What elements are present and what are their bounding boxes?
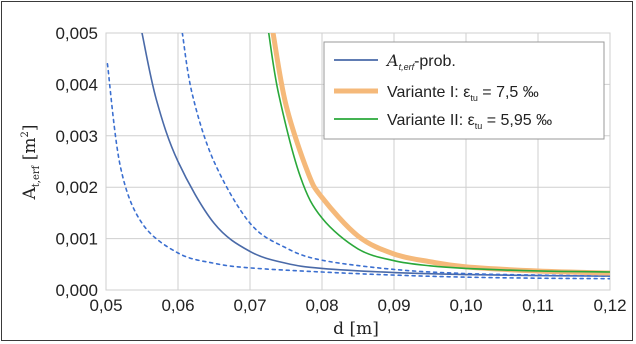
x-tick-label: 0,07 [233,296,266,315]
x-tick-label: 0,12 [593,296,626,315]
y-tick-label: 0,002 [55,178,98,197]
x-tick-labels: 0,05 0,06 0,07 0,08 0,09 0,10 0,11 0,12 [89,296,626,315]
x-tick-label: 0,05 [89,296,122,315]
y-axis-label-sub: t,erf [31,164,42,187]
y-axis-label: At,erf [m2] [20,124,42,200]
series-group [106,33,610,280]
x-axis-label: d [m] [333,319,379,339]
legend: At,erf-prob. Variante I: εtu = 7,5 ‰ Var… [323,41,605,140]
y-tick-label: 0,000 [55,281,98,300]
series-line-3 [181,33,610,277]
y-axis-label-unit: [m [20,137,40,165]
legend-entry-variante-2-prefix: Variante II: ε [387,112,475,129]
legend-entry-variante-1-sub: tu [470,93,478,103]
series-line-2 [106,63,610,280]
y-tick-label: 0,005 [55,24,98,43]
legend-entry-variante-1-prefix: Variante I: ε [387,84,470,101]
legend-entry-variante-2-sub: tu [475,121,483,131]
legend-entry-prob: At,erf-prob. [385,51,456,72]
x-tick-label: 0,08 [305,296,338,315]
y-axis-label-symbol: A [20,187,40,201]
series-line-5 [267,33,610,273]
x-tick-label: 0,10 [449,296,482,315]
y-tick-label: 0,004 [55,75,98,94]
x-tick-label: 0,11 [522,296,554,315]
y-axis-label-sup: 2 [20,131,31,137]
legend-entry-variante-1: Variante I: εtu = 7,5 ‰ [387,84,539,103]
y-tick-label: 0,003 [55,127,98,146]
x-tick-label: 0,09 [377,296,410,315]
legend-entry-prob-sub: t,erf [399,62,416,72]
y-tick-label: 0,001 [55,230,98,249]
x-tick-label: 0,06 [161,296,194,315]
y-tick-labels: 0,000 0,001 0,002 0,003 0,004 0,005 [55,24,98,300]
y-axis-label-close: ] [20,124,40,131]
legend-entry-prob-symbol: A [385,51,399,70]
legend-entry-variante-2: Variante II: εtu = 5,95 ‰ [387,112,552,131]
legend-entry-variante-1-suffix: = 7,5 ‰ [478,84,539,101]
legend-entry-prob-suffix: -prob. [414,53,456,70]
legend-entry-variante-2-suffix: = 5,95 ‰ [482,112,552,129]
